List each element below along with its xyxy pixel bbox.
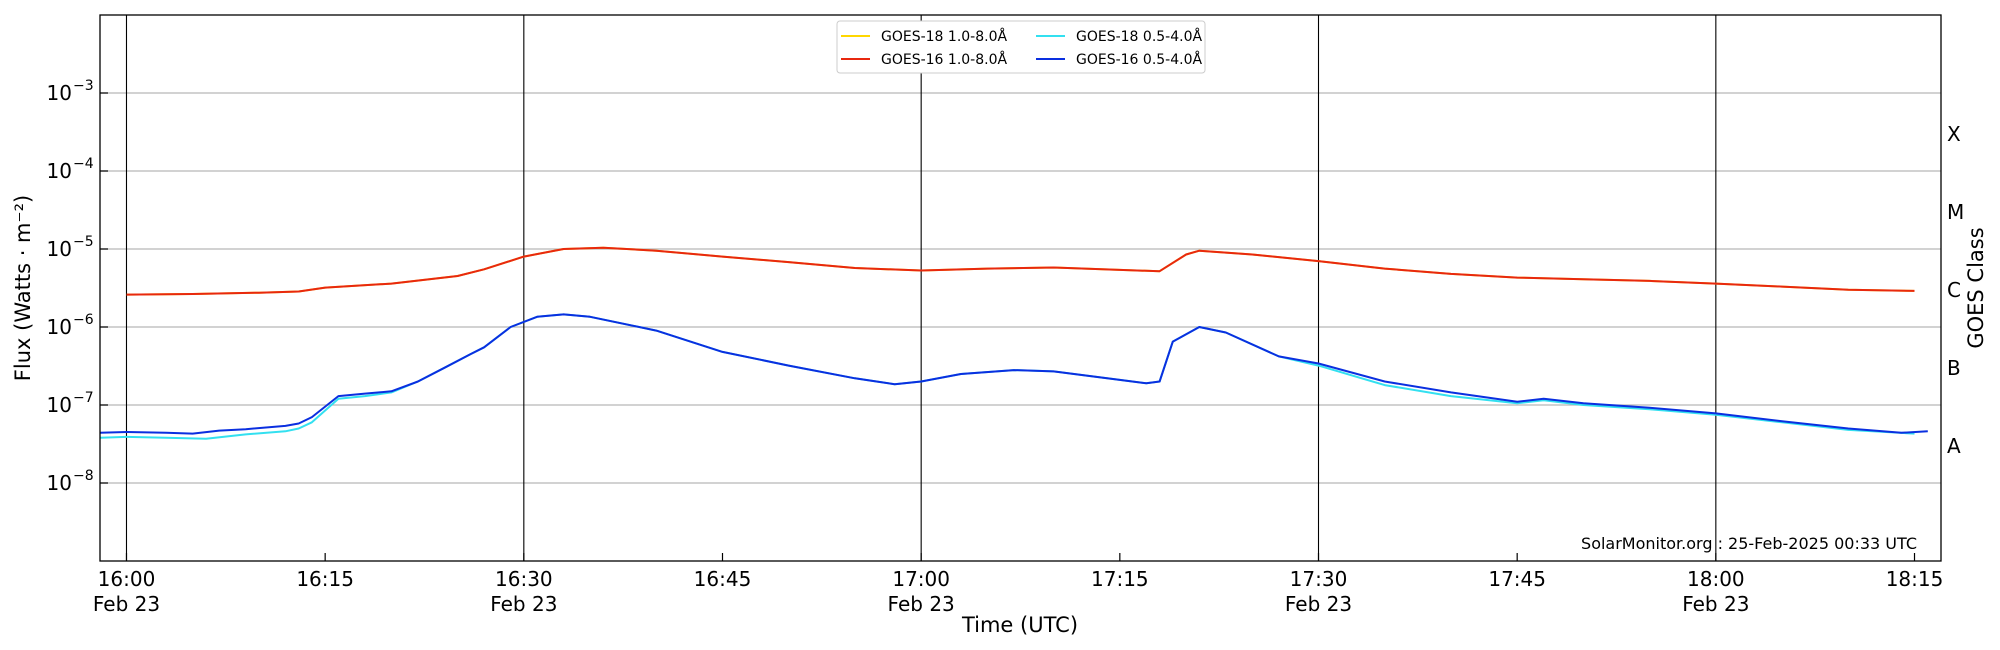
x-tick-label: 16:45 [694,567,752,591]
x-tick-label: 17:15 [1091,567,1149,591]
series-layer [99,246,1928,440]
x-tick-date-label: Feb 23 [93,592,160,616]
y-tick-label: 10 [47,471,72,495]
x-tick-label: 16:15 [296,567,354,591]
plot-frame [99,14,1942,562]
x-tick-date-label: Feb 23 [1285,592,1352,616]
day-line-layer [125,15,1717,561]
goes-class-label: X [1947,122,1961,146]
x-tick-label: 16:30 [495,567,553,591]
legend-label: GOES-18 1.0-8.0Å [881,28,1007,45]
x-tick-label: 18:15 [1886,567,1944,591]
goes-class-label: C [1947,278,1961,302]
y-tick-exponent: −3 [73,78,94,94]
x-tick-label: 16:00 [98,567,156,591]
y-tick-label: 10 [47,237,72,261]
goes-class-axis: A B C M X [1947,122,1964,458]
goes-class-label: M [1947,200,1964,224]
x-tick-label: 17:30 [1290,567,1348,591]
y-tick-exponent: −8 [73,468,94,484]
y-axis-title: Flux (Watts · m⁻²) [11,195,35,381]
x-tick-date-label: Feb 23 [888,592,955,616]
y-tick-exponent: −4 [73,156,94,172]
legend-label: GOES-16 1.0-8.0Å [881,51,1007,68]
legend-label: GOES-18 0.5-4.0Å [1076,28,1202,45]
grid-layer [100,92,1941,484]
x-tick-date-label: Feb 23 [490,592,557,616]
y-tick-exponent: −5 [73,234,94,250]
x-tick-label: 17:45 [1488,567,1546,591]
goes-class-label: B [1947,356,1961,380]
legend-label: GOES-16 0.5-4.0Å [1076,51,1202,68]
y-tick-exponent: −7 [73,390,94,406]
y-tick-label: 10 [47,81,72,105]
legend: GOES-18 1.0-8.0Å GOES-16 1.0-8.0Å GOES-18 … [836,20,1206,74]
goes-class-axis-title: GOES Class [1964,227,1988,348]
series-line-1 [126,246,1915,296]
x-tick-date-label: Feb 23 [1682,592,1749,616]
y-tick-label: 10 [47,393,72,417]
x-tick-label: 17:00 [892,567,950,591]
series-line-3 [99,313,1928,435]
y-tick-exponent: −6 [73,312,94,328]
x-tick-label: 18:00 [1687,567,1745,591]
legend-box [836,20,1206,74]
y-tick-label: 10 [47,159,72,183]
goes-class-label: A [1947,434,1961,458]
y-tick-label: 10 [47,315,72,339]
credit-text: SolarMonitor.org : 25-Feb-2025 00:33 UTC [1581,534,1917,553]
x-axis-title: Time (UTC) [961,613,1078,637]
y-axis: 10−810−710−610−510−410−3 [47,78,108,495]
